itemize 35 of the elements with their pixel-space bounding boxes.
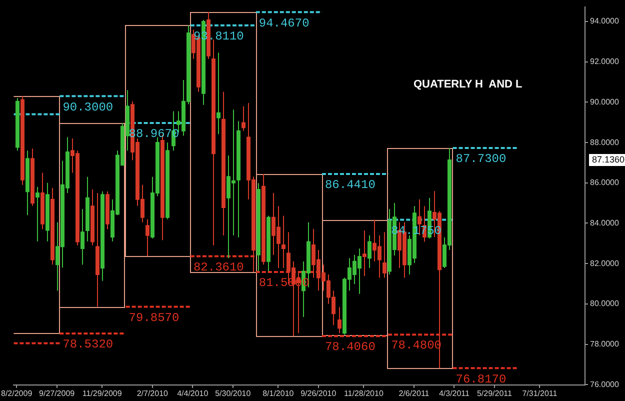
annotation: 78.4060: [324, 340, 376, 354]
x-tick-label: 4/3/2011: [438, 389, 470, 398]
y-tick-label: 82.0000: [590, 258, 620, 268]
y-tick-label: 86.0000: [590, 178, 620, 188]
text: QUATERLY H AND L: [413, 78, 523, 90]
x-tick-label: 9/27/2009: [39, 389, 76, 398]
annotation: 76.8170: [456, 372, 506, 386]
x-tick-label: 11/29/2009: [82, 389, 122, 398]
annotation: 94.4670: [258, 16, 310, 30]
text: 87.1360: [592, 154, 625, 164]
y-tick-label: 88.0000: [590, 138, 620, 147]
y-tick-label: 92.0000: [590, 57, 620, 66]
annotation: 90.3000: [62, 100, 114, 114]
x-tick-label: 8/2/2009: [1, 389, 33, 398]
y-tick-label: 90.0000: [590, 97, 620, 106]
x-tick-label: 2/7/2010: [136, 389, 169, 398]
y-tick-label: 94.0000: [590, 16, 620, 26]
x-tick-label: 5/30/2010: [215, 389, 252, 398]
annotation: 79.8570: [128, 310, 180, 325]
x-tick-label: 4/4/2010: [177, 389, 209, 398]
annotation: 78.5320: [62, 338, 114, 352]
y-tick-label: 76.0000: [590, 380, 620, 389]
x-tick-label: 2/6/2011: [398, 389, 430, 398]
annotation: 86.4410: [324, 178, 376, 192]
y-tick-label: 78.0000: [590, 339, 620, 348]
x-tick-label: 11/28/2010: [344, 389, 384, 398]
x-tick-label: 9/26/2010: [300, 389, 337, 398]
y-tick-label: 84.0000: [590, 218, 620, 228]
annotation: 84.1750: [391, 224, 442, 238]
x-tick-label: 8/1/2010: [262, 389, 294, 398]
annotation: 82.3610: [193, 260, 244, 274]
y-tick-label: 80.0000: [590, 299, 620, 308]
annotation: 87.7300: [456, 152, 506, 166]
x-tick-label: 7/31/2011: [522, 389, 558, 398]
x-tick-label: 5/29/2011: [476, 389, 512, 398]
